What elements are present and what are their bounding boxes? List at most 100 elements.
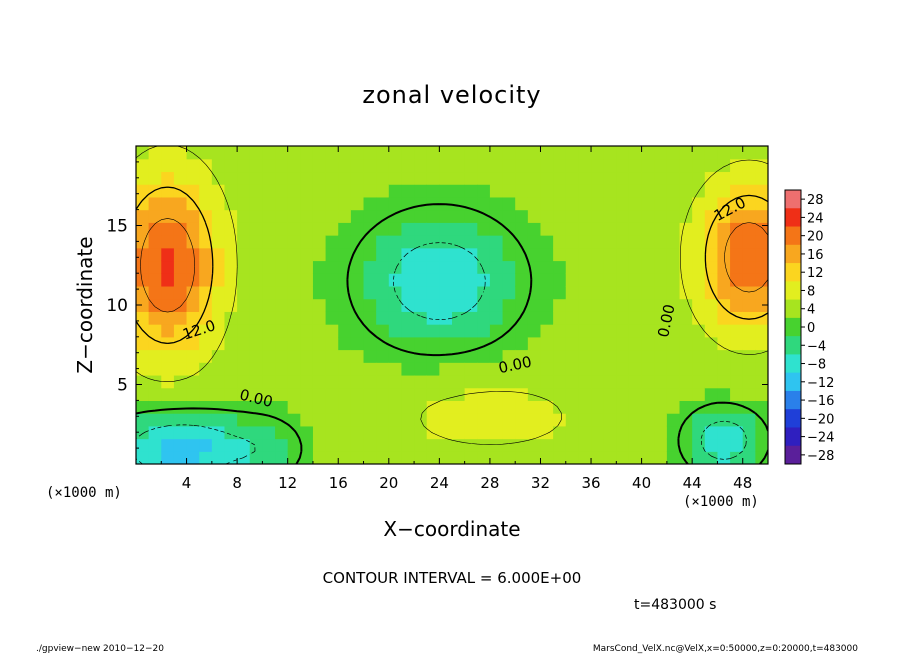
heatmap-cell	[666, 196, 681, 211]
heatmap-cell	[755, 425, 768, 440]
heatmap-cell	[186, 247, 200, 262]
heatmap-cell	[287, 171, 301, 185]
heatmap-cell	[616, 260, 630, 274]
heatmap-cell	[300, 247, 314, 262]
heatmap-cell	[148, 158, 162, 173]
heatmap-cell	[603, 196, 617, 211]
heatmap-cell	[275, 196, 289, 211]
heatmap-cell	[578, 451, 592, 464]
heatmap-cell	[287, 324, 301, 338]
heatmap-cell	[136, 336, 150, 351]
heatmap-cell	[628, 184, 643, 198]
heatmap-cell	[312, 324, 327, 338]
heatmap-cell	[426, 247, 440, 262]
heatmap-cell	[666, 349, 681, 363]
heatmap-cell	[628, 235, 643, 249]
heatmap-cell	[275, 247, 289, 262]
heatmap-cell	[300, 184, 314, 198]
heatmap-cell	[654, 285, 668, 300]
heatmap-cell	[717, 209, 731, 223]
heatmap-cell	[186, 171, 200, 185]
heatmap-cell	[199, 349, 213, 363]
heatmap-cell	[452, 413, 466, 427]
heatmap-cell	[287, 349, 301, 363]
heatmap-cell	[565, 273, 579, 287]
heatmap-cell	[717, 247, 731, 262]
heatmap-cell	[148, 451, 162, 464]
heatmap-cell	[742, 362, 756, 376]
heatmap-cell	[565, 171, 579, 185]
heatmap-cell	[730, 184, 744, 198]
heatmap-cell	[742, 235, 756, 249]
heatmap-cell	[414, 425, 428, 440]
heatmap-cell	[199, 425, 213, 440]
heatmap-cell	[312, 413, 327, 427]
heatmap-cell	[224, 413, 238, 427]
heatmap-cell	[654, 158, 668, 173]
heatmap-cell	[717, 260, 731, 274]
heatmap-cell	[186, 438, 200, 452]
heatmap-cell	[161, 413, 175, 427]
heatmap-cell	[148, 336, 162, 351]
heatmap-cell	[553, 158, 567, 173]
heatmap-cell	[679, 222, 693, 236]
heatmap-cell	[426, 285, 440, 300]
heatmap-cell	[211, 247, 226, 262]
heatmap-cell	[173, 158, 188, 173]
heatmap-cell	[376, 400, 390, 414]
heatmap-cell	[426, 349, 440, 363]
heatmap-cell	[161, 235, 175, 249]
heatmap-cell	[224, 158, 238, 173]
heatmap-cell	[616, 400, 630, 414]
colorbar-label: −28	[807, 449, 834, 464]
heatmap-cell	[502, 336, 516, 351]
heatmap-cell	[565, 196, 579, 211]
heatmap-cell	[287, 235, 301, 249]
heatmap-cell	[136, 273, 150, 287]
heatmap-cell	[489, 260, 504, 274]
heatmap-cell	[540, 311, 554, 325]
heatmap-cell	[755, 349, 768, 363]
colorbar-swatch	[785, 226, 801, 246]
heatmap-cell	[249, 413, 263, 427]
heatmap-cell	[527, 438, 542, 452]
heatmap-cell	[553, 247, 567, 262]
heatmap-cell	[464, 425, 478, 440]
heatmap-cell	[679, 400, 693, 414]
heatmap-cell	[565, 438, 579, 452]
heatmap-cell	[161, 362, 175, 376]
heatmap-cell	[730, 451, 744, 464]
heatmap-cell	[136, 260, 150, 274]
heatmap-cell	[553, 209, 567, 223]
heatmap-cell	[591, 400, 605, 414]
heatmap-cell	[350, 400, 365, 414]
heatmap-cell	[540, 235, 554, 249]
heatmap-cell	[426, 311, 440, 325]
heatmap-cell	[527, 400, 542, 414]
heatmap-cell	[730, 260, 744, 274]
heatmap-cell	[502, 171, 516, 185]
heatmap-cell	[742, 184, 756, 198]
contour-interval-text: CONTOUR INTERVAL = 6.000E+00	[323, 569, 582, 587]
heatmap-cell	[287, 374, 301, 389]
heatmap-cell	[312, 311, 327, 325]
heatmap-cell	[515, 260, 529, 274]
heatmap-cell	[654, 438, 668, 452]
heatmap-cell	[199, 324, 213, 338]
heatmap-cell	[224, 374, 238, 389]
heatmap-cell	[338, 235, 352, 249]
heatmap-cell	[464, 324, 478, 338]
heatmap-cell	[679, 336, 693, 351]
heatmap-cell	[363, 260, 377, 274]
heatmap-cell	[211, 374, 226, 389]
heatmap-cell	[692, 285, 706, 300]
heatmap-cell	[388, 298, 403, 312]
heatmap-cell	[692, 324, 706, 338]
heatmap-cell	[591, 336, 605, 351]
heatmap-cell	[401, 400, 415, 414]
heatmap-cell	[338, 336, 352, 351]
heatmap-cell	[540, 260, 554, 274]
heatmap-cell	[401, 374, 415, 389]
heatmap-cell	[679, 171, 693, 185]
heatmap-cell	[414, 196, 428, 211]
